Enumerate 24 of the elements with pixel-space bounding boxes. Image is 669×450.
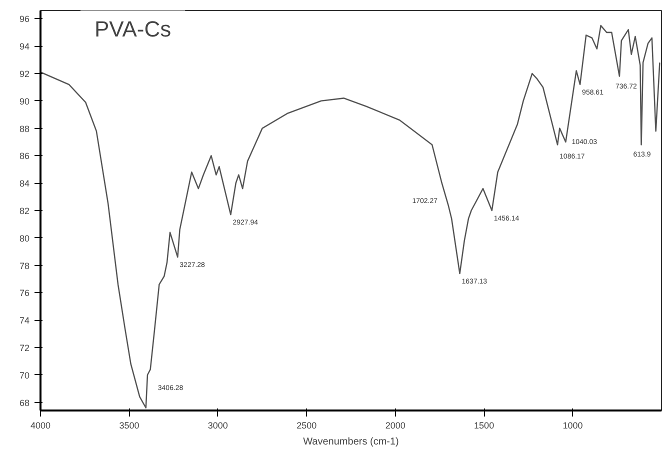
x-tick-label: 2500 [296,420,317,430]
y-tick-label: 72 [19,342,30,353]
chart-title: PVA-Cs [94,16,172,42]
y-tick-label: 92 [19,69,30,80]
y-tick-label: 88 [19,124,30,134]
x-tick-label: 3500 [119,420,140,430]
y-tick-label: 70 [19,370,30,380]
y-tick-label: 86 [19,151,30,162]
y-tick-label: 80 [19,233,30,244]
x-tick-label: 3000 [208,420,228,430]
x-tick-label: 2000 [385,420,406,430]
x-tick-label: 1500 [474,420,494,430]
y-tick-label: 90 [19,96,30,106]
y-tick-label: 82 [19,206,30,216]
y-tick-label: 74 [19,316,30,326]
x-axis-title: Wavenumbers (cm-1) [303,436,399,448]
y-tick-label: 94 [19,42,30,52]
y-tick-label: 78 [19,260,30,271]
x-tick-label: 1000 [562,420,583,430]
y-tick-label: 84 [19,178,30,189]
y-tick-label: 96 [19,14,30,24]
x-tick-label: 4000 [30,420,51,430]
y-tick-label: 76 [19,288,30,298]
y-tick-label: 68 [19,398,30,408]
